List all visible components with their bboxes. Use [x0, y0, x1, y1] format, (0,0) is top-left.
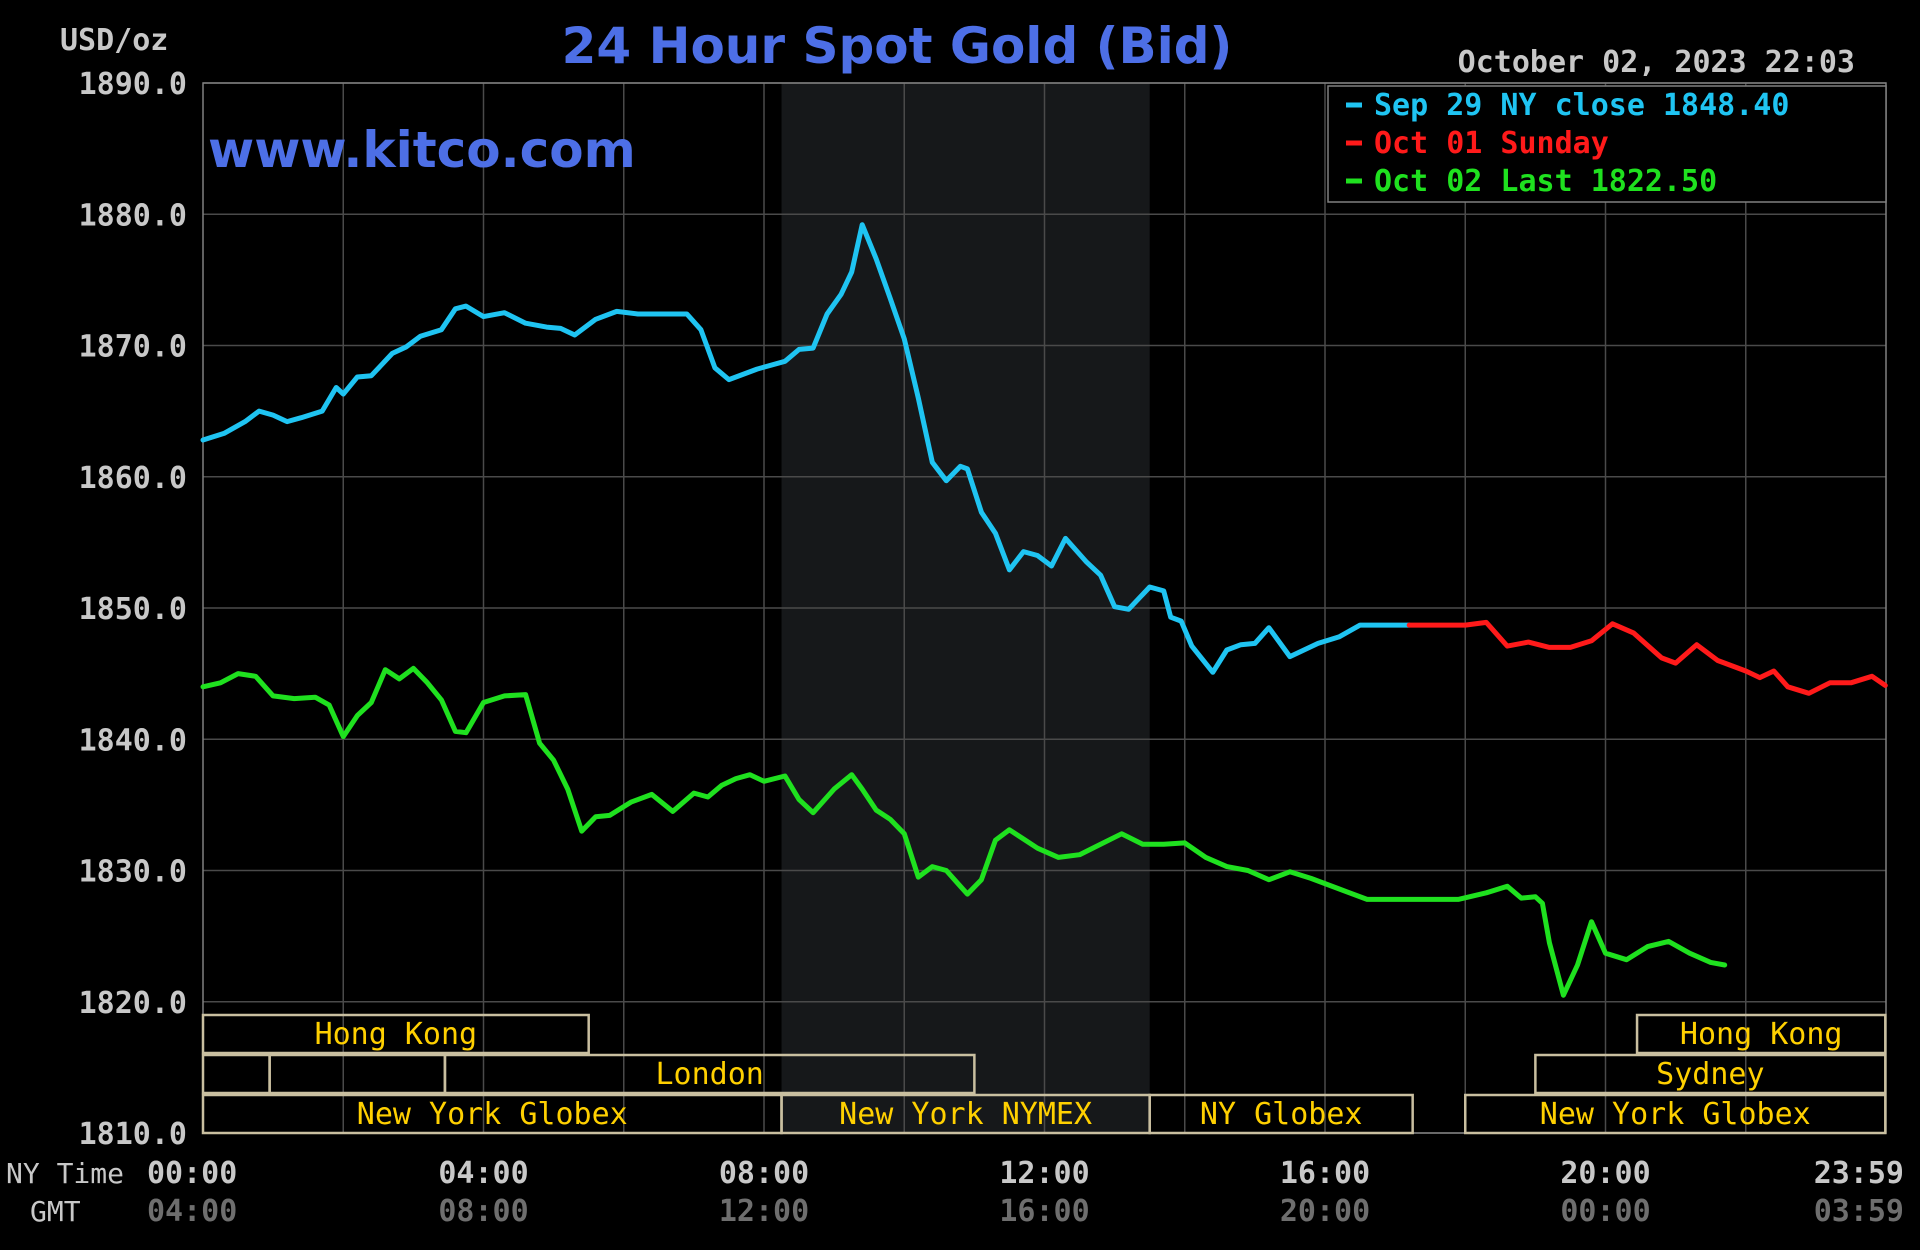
y-tick-label: 1820.0	[79, 986, 187, 1021]
x-tick-label-gmt: 16:00	[999, 1194, 1089, 1229]
session-label: Hong Kong	[1680, 1017, 1843, 1052]
y-tick-label: 1890.0	[79, 67, 187, 102]
legend-entry: Oct 01 Sunday	[1374, 126, 1609, 161]
timestamp: October 02, 2023 22:03	[1458, 45, 1855, 80]
x-tick-label-ny: 12:00	[999, 1156, 1089, 1191]
y-tick-label: 1830.0	[79, 855, 187, 890]
session-label: New York Globex	[357, 1097, 628, 1132]
y-axis-tick-labels: 1810.0 1820.0 1830.0 1840.0 1850.0 1860.0 1870…	[79, 67, 187, 1152]
session-bar	[1635, 1013, 1887, 1055]
session-bar	[1534, 1053, 1887, 1095]
y-tick-label: 1880.0	[79, 198, 187, 233]
session-bar	[443, 1053, 976, 1095]
x-tick-label-ny: 20:00	[1560, 1156, 1650, 1191]
x-tick-label-ny: 04:00	[438, 1156, 528, 1191]
session-label: Sydney	[1656, 1057, 1764, 1092]
units-label: USD/oz	[60, 23, 168, 58]
legend-entry: Oct 02 Last 1822.50	[1374, 164, 1717, 199]
y-tick-label: 1810.0	[79, 1117, 187, 1152]
session-bar	[201, 1013, 590, 1055]
gmt-row-label: GMT	[30, 1195, 81, 1228]
series-line	[200, 222, 1412, 675]
y-tick-label: 1850.0	[79, 592, 187, 627]
legend-box	[1327, 85, 1887, 203]
series-line	[1406, 619, 1888, 696]
x-tick-label-gmt: 00:00	[1560, 1194, 1650, 1229]
session-label: New York NYMEX	[839, 1097, 1092, 1132]
session-bar	[1148, 1093, 1414, 1135]
session-label: London	[655, 1057, 763, 1092]
session-label: New York Globex	[1540, 1097, 1811, 1132]
x-tick-label-ny: 16:00	[1280, 1156, 1370, 1191]
legend-entry: Sep 29 NY close 1848.40	[1374, 88, 1789, 123]
price-series	[200, 222, 1888, 998]
website-label: www.kitco.com	[208, 121, 636, 179]
series-line	[200, 665, 1728, 998]
x-tick-label-gmt: 04:00	[147, 1194, 237, 1229]
x-tick-label-ny: 23:59	[1814, 1156, 1904, 1191]
vertical-gridlines	[342, 83, 1747, 1133]
session-bar	[1464, 1093, 1887, 1135]
y-tick-label: 1870.0	[79, 330, 187, 365]
x-tick-label-gmt: 20:00	[1280, 1194, 1370, 1229]
market-sessions: Hong Kong Hong Kong London Sydney New York G…	[201, 1013, 1887, 1135]
x-tick-label-gmt: 12:00	[719, 1194, 809, 1229]
x-tick-label-ny: 08:00	[719, 1156, 809, 1191]
x-axis-tick-labels: 00:0004:0004:0008:0008:0012:0012:0016:00…	[147, 1156, 1904, 1229]
y-tick-label: 1840.0	[79, 723, 187, 758]
session-label: NY Globex	[1200, 1097, 1363, 1132]
x-tick-label-gmt: 03:59	[1814, 1194, 1904, 1229]
ny-time-row-label: NY Time	[6, 1157, 124, 1190]
y-tick-label: 1860.0	[79, 461, 187, 496]
x-tick-label-ny: 00:00	[147, 1156, 237, 1191]
session-label: Hong Kong	[315, 1017, 478, 1052]
x-tick-label-gmt: 08:00	[438, 1194, 528, 1229]
chart-title: 24 Hour Spot Gold (Bid)	[562, 17, 1233, 75]
